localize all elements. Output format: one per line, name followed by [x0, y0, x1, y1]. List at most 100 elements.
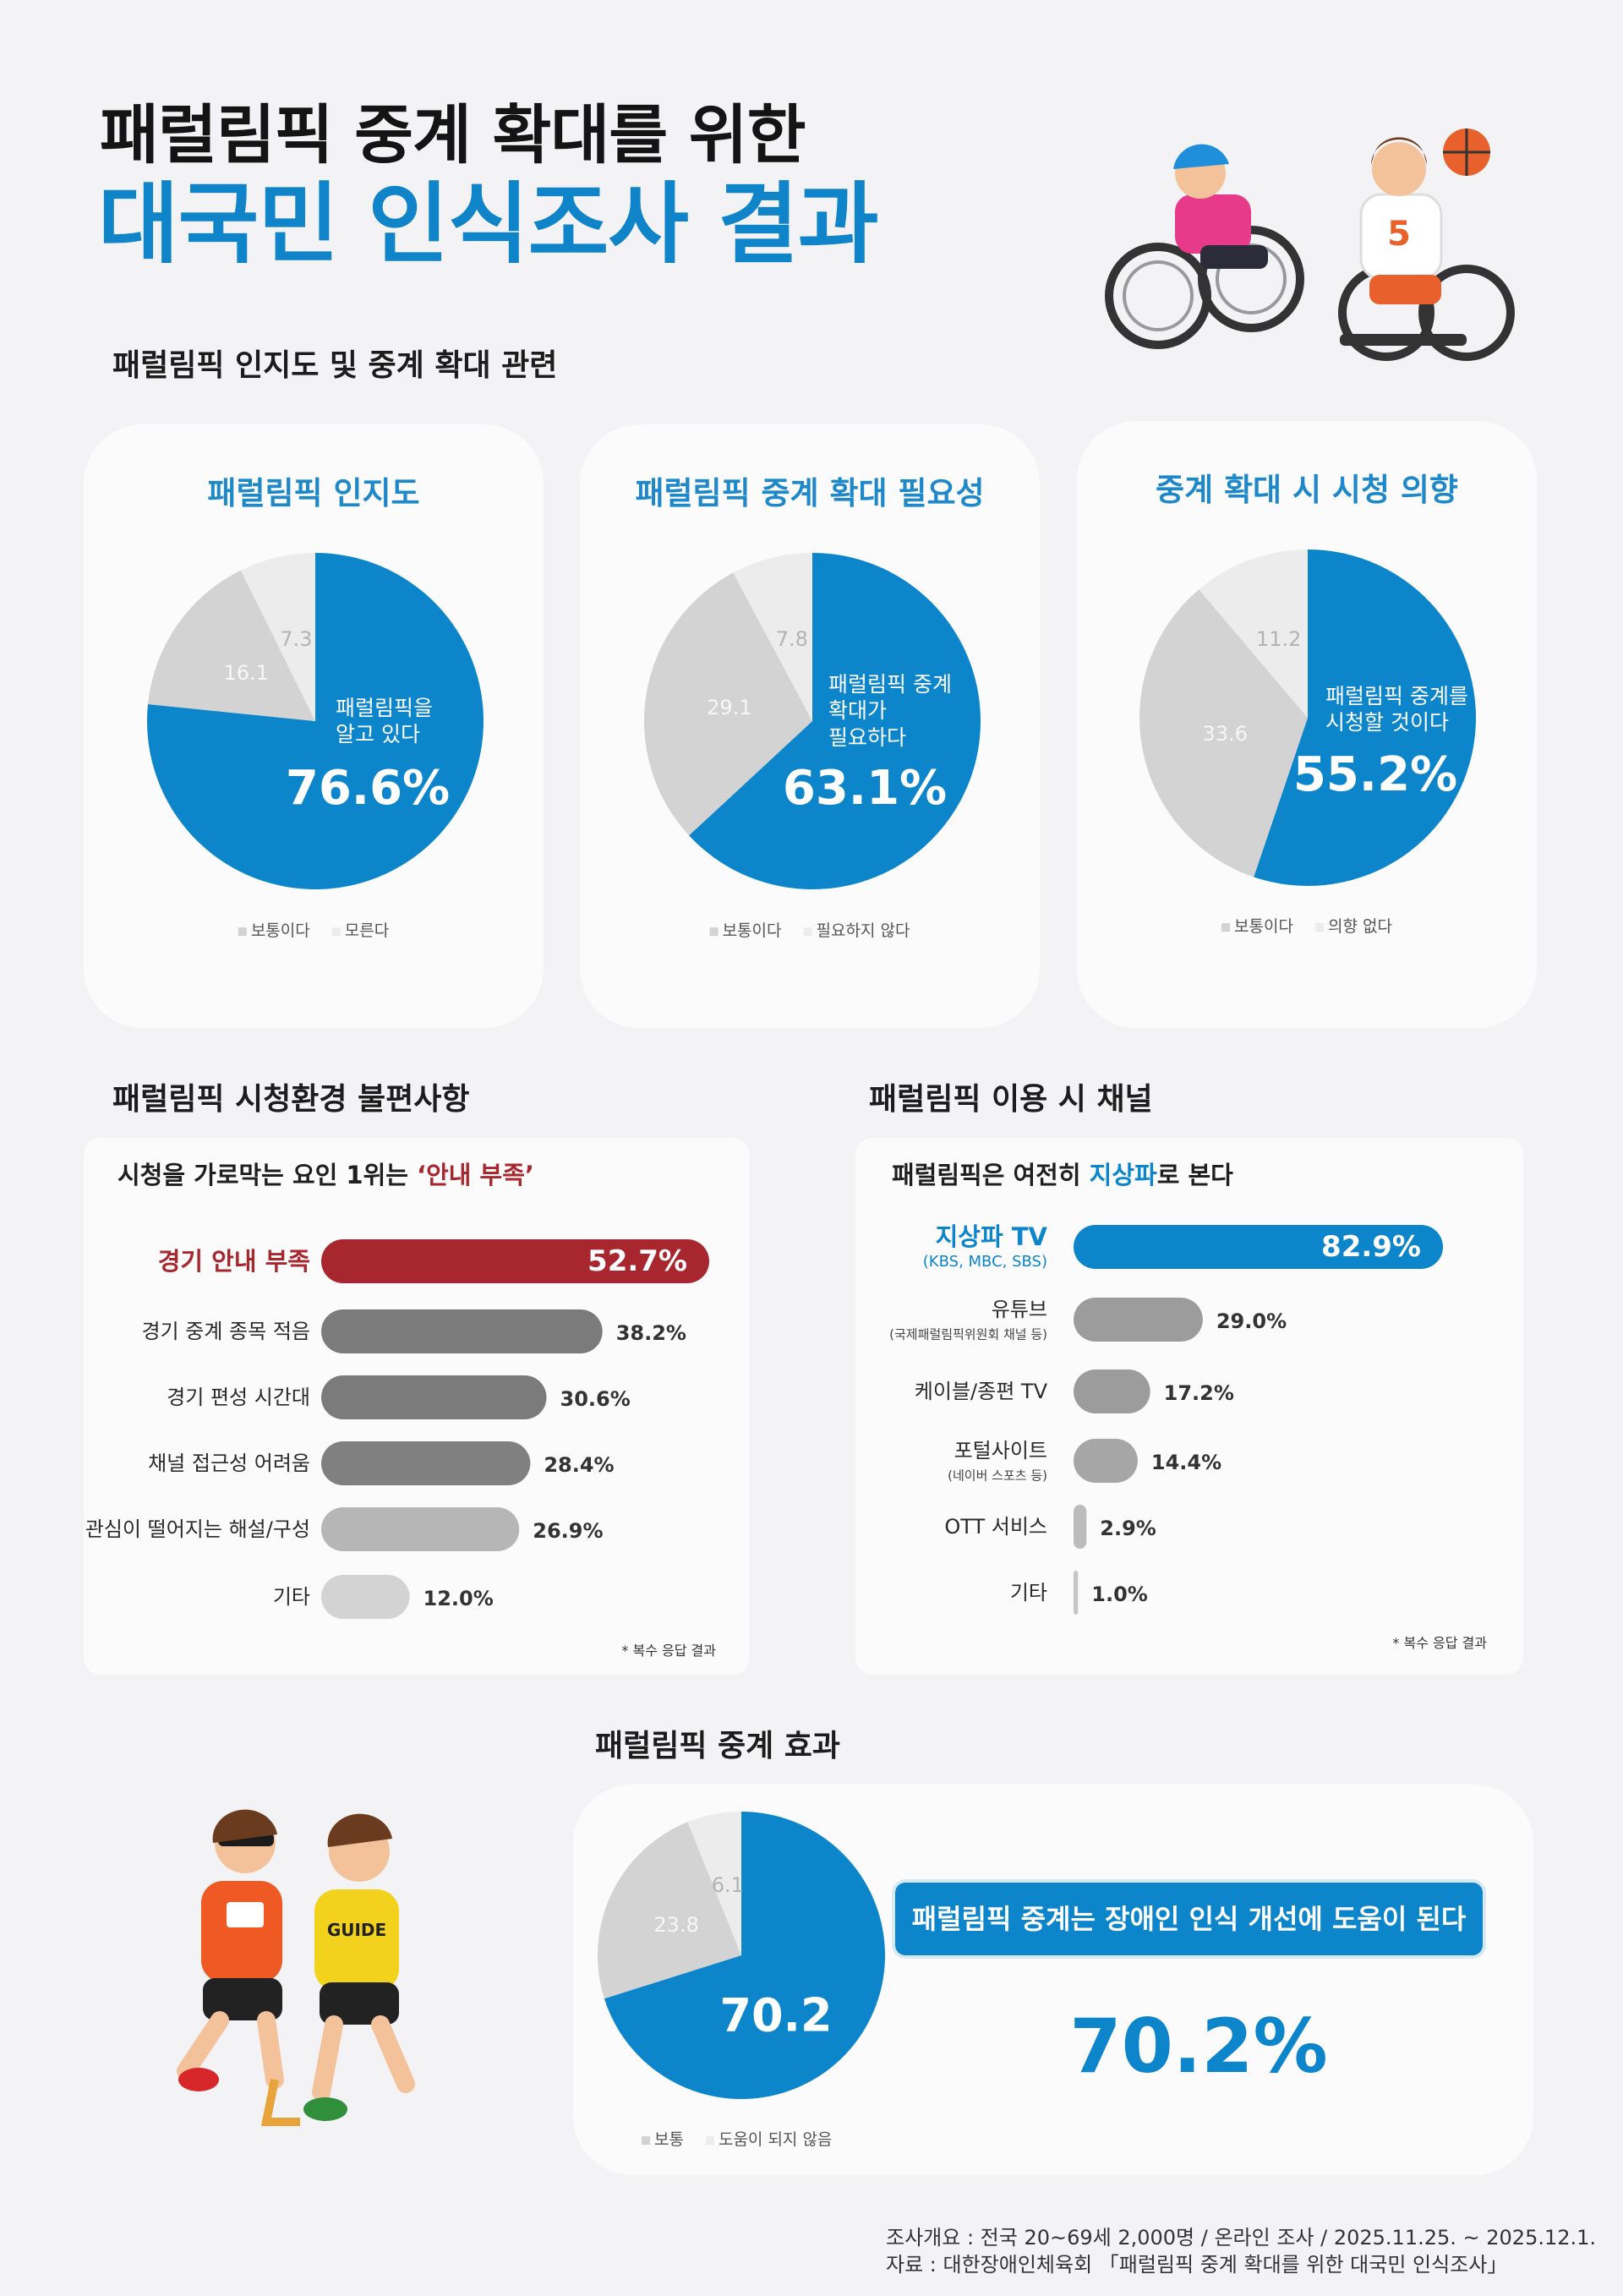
category-label: 유튜브 — [991, 1298, 1047, 1321]
section-title: 패럴림픽 인지도 및 중계 확대 관련 — [112, 348, 558, 383]
bar — [321, 1375, 547, 1419]
footer-source: 자료 : 대한장애인체육회 「패럴림픽 중계 확대를 위한 대국민 인식조사」 — [886, 2253, 1508, 2277]
bar — [1074, 1571, 1079, 1615]
bar — [1074, 1439, 1138, 1483]
legend-label: 의향 없다 — [1327, 917, 1392, 937]
legend-label: 보통이다 — [250, 921, 310, 941]
category-label: 채널 접근성 어려움 — [148, 1451, 310, 1475]
value-label: 70.2 — [719, 1988, 833, 2042]
legend-item: 보통 — [642, 2130, 684, 2151]
value-label: 82.9% — [1321, 1229, 1421, 1264]
legend-swatch — [642, 2136, 650, 2145]
bar — [321, 1507, 520, 1551]
value-label: 16.1 — [223, 661, 269, 686]
section-title: 패럴림픽 중계 효과 — [594, 1729, 841, 1763]
value-label: 1.0% — [1091, 1583, 1148, 1606]
legend-label: 도움이 되지 않음 — [718, 2130, 833, 2150]
callout-value: 70.2% — [1069, 2003, 1328, 2090]
category-note: (KBS, MBC, SBS) — [922, 1252, 1047, 1271]
legend-item: 모른다 — [331, 921, 390, 942]
value-label: 29.1 — [707, 695, 752, 719]
pie-slice — [240, 553, 315, 721]
callout: 패럴림픽 중계는 장애인 인식 개선에 도움이 된다 — [895, 1883, 1483, 1955]
legend-swatch — [803, 927, 812, 936]
value-label: 33.6 — [1202, 721, 1248, 746]
legend: 보통 도움이 되지 않음 — [642, 2130, 832, 2151]
legend-item: 의향 없다 — [1314, 917, 1392, 938]
value-label: 29.0% — [1216, 1309, 1287, 1333]
legend-item: 보통이다 — [1221, 917, 1293, 938]
legend-swatch — [1221, 923, 1231, 932]
svg-text:GUIDE: GUIDE — [327, 1920, 386, 1940]
value-label: 23.8 — [653, 1912, 699, 1937]
section-title: 패럴림픽 이용 시 채널 — [869, 1082, 1153, 1117]
pie-slice — [644, 572, 812, 836]
bar — [1074, 1505, 1087, 1549]
subtitle-part: 지상파 — [1089, 1160, 1157, 1189]
title: 대국민 인식조사 결과 — [98, 172, 879, 276]
value-label: 76.6% — [285, 761, 451, 816]
legend-swatch — [238, 927, 247, 936]
bar — [321, 1239, 709, 1283]
legend-item: 도움이 되지 않음 — [705, 2130, 833, 2151]
illustration-runners: GUIDE — [177, 1809, 415, 2126]
pie-slice — [604, 1812, 885, 2099]
value-label: 28.4% — [544, 1453, 615, 1477]
category-label: 케이블/종편 TV — [914, 1380, 1047, 1403]
section-title: 패럴림픽 시청환경 불편사항 — [112, 1082, 470, 1117]
chart-title: 패럴림픽 중계 확대 필요성 — [635, 474, 985, 511]
svg-text:5: 5 — [1387, 215, 1411, 254]
legend-swatch — [1314, 923, 1324, 932]
legend: 보통이다 모른다 — [238, 921, 389, 942]
illustration-wheelchair: 5 — [1105, 128, 1515, 361]
category-label: 경기 편성 시간대 — [167, 1386, 310, 1409]
legend-item: 보통이다 — [709, 921, 782, 942]
category-label: 지상파 TV — [935, 1222, 1047, 1251]
bar — [1074, 1369, 1150, 1413]
category-label: 기타 — [1009, 1581, 1047, 1604]
value-label: 17.2% — [1163, 1381, 1234, 1405]
value-label: 30.6% — [560, 1387, 631, 1411]
legend-label: 모른다 — [344, 921, 390, 941]
category-label: 관심이 떨어지는 해설/구성 — [85, 1517, 310, 1541]
pie-slice — [1139, 589, 1308, 877]
bar — [1074, 1225, 1443, 1269]
chart-title: 패럴림픽 인지도 — [207, 474, 420, 511]
subtitle-part: ‘안내 부족’ — [417, 1160, 534, 1189]
value-label: 2.9% — [1100, 1517, 1156, 1540]
pie-slice — [148, 570, 315, 721]
value-label: 63.1% — [782, 761, 948, 816]
pie-slice — [1199, 549, 1308, 718]
bar — [321, 1309, 603, 1353]
legend: 보통이다 필요하지 않다 — [709, 921, 910, 942]
value-label: 7.8 — [775, 627, 808, 652]
category-note: (국제패럴림픽위원회 채널 등) — [889, 1326, 1047, 1342]
chart-title: 중계 확대 시 시청 의향 — [1156, 471, 1458, 508]
pie-slice — [687, 1812, 741, 1955]
legend-label: 보통이다 — [722, 921, 782, 941]
subtitle-part: 패럴림픽은 여전히 — [892, 1160, 1090, 1189]
pie-slice — [733, 552, 812, 721]
pie-slice — [689, 553, 981, 889]
value-label: 14.4% — [1150, 1451, 1222, 1474]
chart-subtitle: 시청을 가로막는 요인 1위는 ‘안내 부족’ — [117, 1160, 534, 1190]
footnote: * 복수 응답 결과 — [1392, 1635, 1487, 1651]
value-label: 52.7% — [587, 1244, 687, 1278]
category-label: 기타 — [272, 1585, 310, 1609]
bar — [321, 1575, 410, 1619]
legend-label: 필요하지 않다 — [816, 921, 910, 941]
value-label: 12.0% — [423, 1587, 494, 1610]
footnote: * 복수 응답 결과 — [621, 1643, 716, 1659]
value-label: 11.2 — [1255, 626, 1302, 651]
category-label: OTT 서비스 — [944, 1515, 1047, 1539]
legend-swatch — [705, 2136, 714, 2145]
value-label: 6.1 — [711, 1872, 744, 1897]
bar — [1074, 1298, 1203, 1342]
pie-slice — [1254, 549, 1476, 886]
category-label: 경기 안내 부족 — [157, 1246, 310, 1276]
value-label: 26.9% — [533, 1519, 604, 1543]
legend-swatch — [709, 927, 719, 936]
title: 패럴림픽 중계 확대를 위한 — [100, 97, 806, 172]
